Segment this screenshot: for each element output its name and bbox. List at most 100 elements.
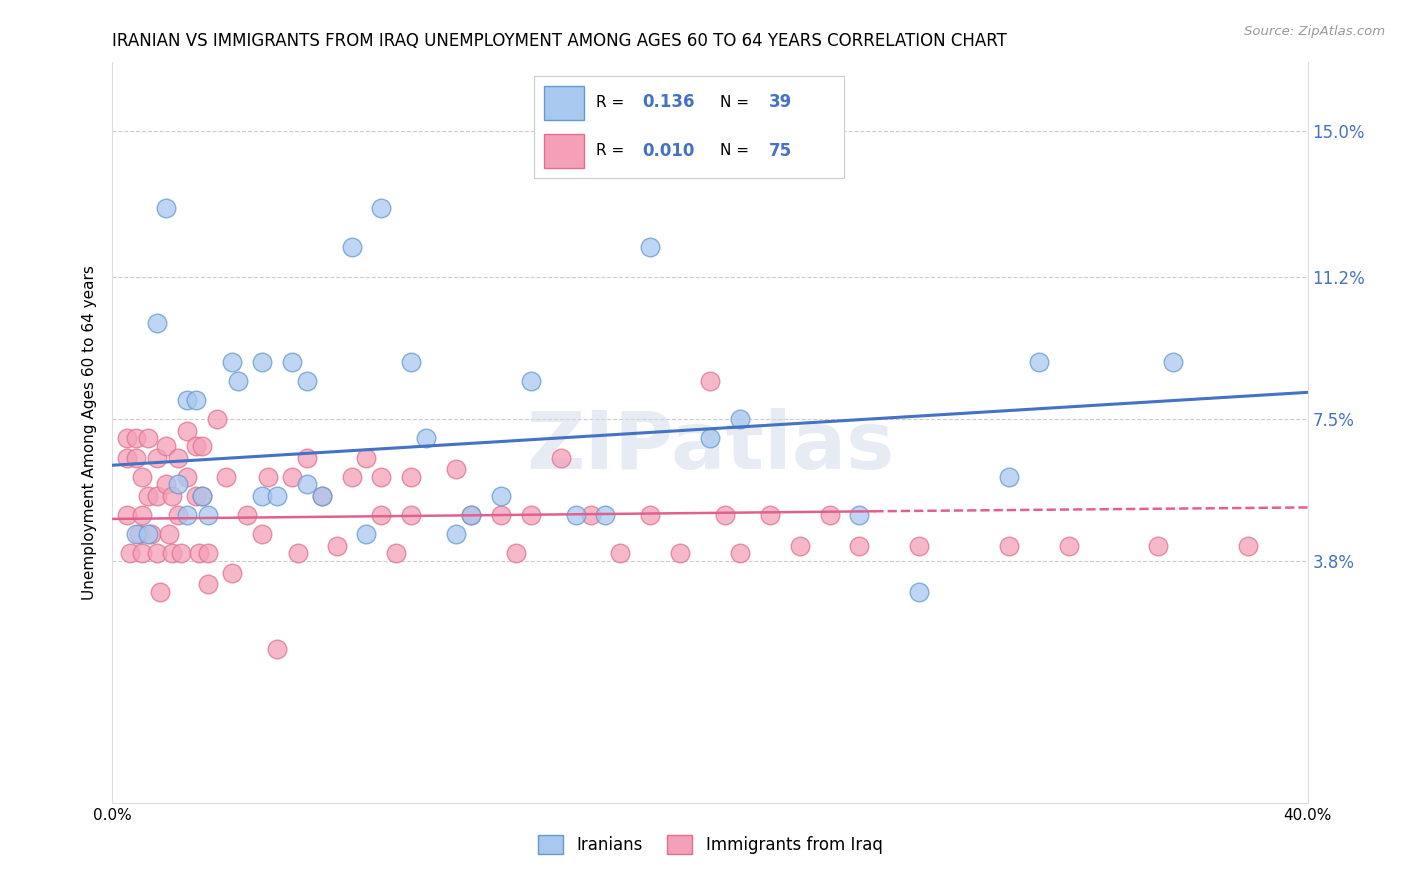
Point (370, 508, 392, 522)
Text: R =: R = (596, 95, 630, 110)
Text: N =: N = (720, 95, 754, 110)
Point (138, 431, 160, 445)
Point (146, 489, 169, 503)
Point (287, 546, 309, 560)
Point (197, 508, 219, 522)
Point (848, 508, 870, 522)
Point (221, 566, 243, 580)
Point (167, 508, 190, 522)
Text: 39: 39 (769, 94, 793, 112)
Point (998, 469, 1021, 483)
Point (311, 489, 333, 503)
Point (250, 354, 273, 368)
Point (295, 450, 318, 465)
Point (444, 462, 467, 476)
Point (550, 450, 572, 465)
Point (281, 469, 304, 483)
Point (356, 527, 378, 541)
Bar (544, 135, 583, 168)
Point (520, 508, 543, 522)
Point (176, 508, 198, 522)
Point (120, 546, 142, 560)
Point (266, 489, 288, 503)
Point (117, 508, 139, 522)
Point (699, 374, 721, 388)
Point (728, 412, 751, 426)
Point (155, 477, 177, 491)
Point (155, 439, 177, 453)
Point (640, 508, 662, 522)
Point (186, 392, 208, 407)
Point (281, 354, 304, 368)
Point (125, 527, 148, 541)
Point (595, 508, 617, 522)
Point (167, 477, 190, 491)
Point (489, 489, 512, 503)
Point (162, 546, 183, 560)
Point (141, 527, 163, 541)
Point (197, 546, 219, 560)
Text: Source: ZipAtlas.com: Source: ZipAtlas.com (1244, 25, 1385, 38)
Point (728, 546, 751, 560)
Point (998, 539, 1021, 553)
Point (818, 508, 841, 522)
Point (149, 584, 172, 599)
Point (146, 316, 169, 330)
Point (759, 508, 782, 522)
Point (564, 508, 586, 522)
Point (325, 539, 347, 553)
Point (221, 354, 243, 368)
Point (908, 584, 931, 599)
Point (1057, 539, 1080, 553)
Point (170, 546, 193, 560)
Point (789, 539, 811, 553)
Point (609, 546, 631, 560)
Point (117, 431, 139, 445)
Text: 0.010: 0.010 (643, 142, 695, 160)
Point (205, 412, 228, 426)
Point (640, 239, 662, 253)
Bar (544, 87, 583, 120)
Point (146, 450, 169, 465)
Point (176, 469, 198, 483)
Point (415, 431, 437, 445)
Point (401, 469, 423, 483)
Point (579, 508, 602, 522)
Point (356, 450, 378, 465)
Point (191, 489, 214, 503)
Point (117, 450, 139, 465)
Point (250, 527, 273, 541)
Point (215, 469, 238, 483)
Point (226, 374, 249, 388)
Point (370, 469, 392, 483)
Text: ZIPatlas: ZIPatlas (526, 409, 894, 486)
Point (138, 489, 160, 503)
Point (908, 539, 931, 553)
Point (1028, 354, 1050, 368)
Point (759, 144, 782, 158)
Point (460, 508, 482, 522)
Point (186, 439, 208, 453)
Point (444, 527, 467, 541)
Point (848, 539, 870, 553)
Point (295, 374, 318, 388)
Point (157, 527, 180, 541)
Point (1237, 539, 1260, 553)
Point (162, 489, 183, 503)
Point (1161, 354, 1184, 368)
Point (138, 527, 160, 541)
Point (505, 546, 527, 560)
Point (401, 508, 423, 522)
Point (188, 546, 211, 560)
Text: 75: 75 (769, 142, 793, 160)
Point (250, 489, 273, 503)
Point (131, 508, 153, 522)
Text: IRANIAN VS IMMIGRANTS FROM IRAQ UNEMPLOYMENT AMONG AGES 60 TO 64 YEARS CORRELATI: IRANIAN VS IMMIGRANTS FROM IRAQ UNEMPLOY… (112, 32, 1007, 50)
Point (125, 431, 148, 445)
Point (155, 201, 177, 215)
Point (236, 508, 259, 522)
Point (401, 354, 423, 368)
Text: N =: N = (720, 144, 754, 158)
Point (266, 642, 288, 657)
Point (340, 469, 363, 483)
